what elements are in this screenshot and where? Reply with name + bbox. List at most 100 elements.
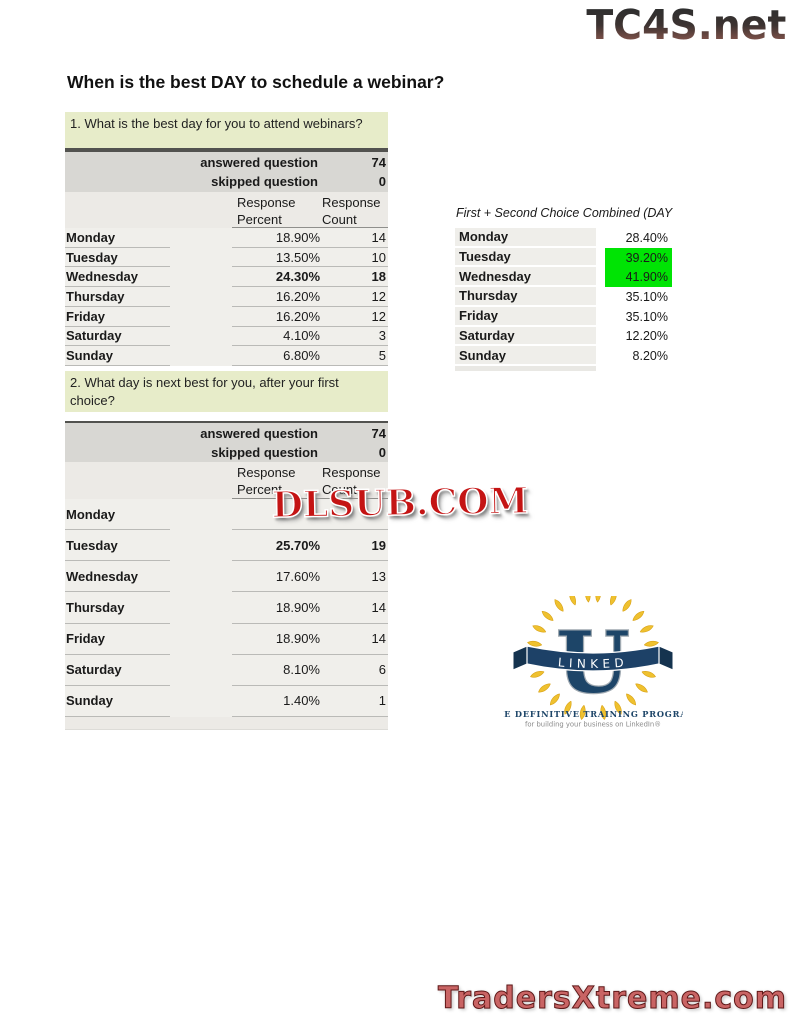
day-label: Sunday	[455, 346, 596, 366]
count-value: 12	[371, 288, 386, 304]
table-row: Monday	[65, 499, 388, 531]
header-line: Percent	[237, 212, 282, 227]
skipped-value: 0	[378, 174, 386, 189]
day-label: Tuesday	[455, 247, 596, 268]
day-label: Monday	[65, 499, 170, 531]
skipped-row: skipped question 0	[65, 172, 388, 191]
percent-value: 8.10%	[283, 662, 320, 678]
percent-value-highlighted: 41.90%	[605, 267, 672, 288]
column-gap	[596, 346, 605, 366]
percent-value: 24.30%	[275, 269, 320, 285]
answered-value: 74	[371, 426, 386, 441]
table2-footer-strip	[65, 717, 388, 730]
day-label: Sunday	[65, 346, 170, 366]
svg-text:LINKED: LINKED	[557, 655, 628, 671]
percent-value: 16.20%	[275, 288, 320, 304]
table-row: Thursday 16.20% 12	[65, 287, 388, 307]
response-percent-header: Response Percent	[237, 464, 322, 499]
linked-u-logo: U U LINKED THE DEFINITIVE TRAINING PROGR…	[503, 596, 683, 729]
table-row: Friday 16.20% 12	[65, 306, 388, 327]
count-value: 3	[378, 328, 386, 344]
day-label: Saturday	[455, 326, 596, 347]
table-row: Monday 18.90% 14	[65, 228, 388, 248]
question1-banner: 1. What is the best day for you to atten…	[65, 112, 388, 150]
table-row: Thursday 18.90% 14	[65, 592, 388, 624]
day-label: Friday	[65, 307, 170, 327]
table-row: Tuesday 13.50% 10	[65, 247, 388, 268]
day-label: Monday	[455, 228, 596, 248]
percent-value: 25.70%	[275, 537, 320, 553]
header-line: Response	[237, 195, 296, 210]
percent-value: 6.80%	[283, 348, 320, 364]
dlsub-watermark: DLSUB.COM	[271, 479, 530, 527]
percent-value: 13.50%	[275, 249, 320, 265]
percent-value: 1.40%	[283, 693, 320, 709]
table-row: Tuesday 39.20%	[455, 247, 672, 268]
day-label: Friday	[455, 306, 596, 327]
header-line: Count	[322, 482, 357, 497]
response-percent-header: Response Percent	[237, 194, 322, 228]
answered-row: answered question 74	[65, 153, 388, 172]
column-gap	[596, 307, 605, 327]
question2-table: Monday Tuesday 25.70% 19 Wednesday 17.60%…	[65, 499, 388, 717]
percent-value: 35.10%	[625, 309, 668, 324]
count-value: 14	[371, 599, 386, 615]
table-row: Saturday 12.20%	[455, 326, 672, 347]
answered-value: 74	[371, 155, 386, 170]
day-label: Tuesday	[65, 530, 170, 562]
table-row: Sunday 6.80% 5	[65, 346, 388, 366]
table-row: Wednesday 17.60% 13	[65, 561, 388, 593]
answered-row: answered question 74	[65, 424, 388, 443]
day-label: Thursday	[65, 287, 170, 307]
table-row: Monday 28.40%	[455, 228, 672, 248]
column-gap	[596, 228, 605, 248]
percent-value: 28.40%	[625, 230, 668, 245]
logo-banner-text: LINKED	[557, 655, 624, 671]
table-row: Sunday 1.40% 1	[65, 685, 388, 717]
combined-table-title: First + Second Choice Combined (DAY	[456, 206, 673, 220]
day-label: Monday	[65, 228, 170, 248]
count-value: 14	[371, 631, 386, 647]
count-value: 14	[371, 229, 386, 245]
day-label: Wednesday	[455, 267, 596, 288]
answered-label: answered question	[200, 426, 318, 441]
logo-tagline: THE DEFINITIVE TRAINING PROGRAM	[503, 709, 683, 719]
header-line: Response	[237, 465, 296, 480]
count-value: 19	[371, 537, 386, 553]
header-spacer	[65, 194, 237, 228]
day-label: Saturday	[65, 327, 170, 347]
table-row: Friday 18.90% 14	[65, 623, 388, 655]
column-gap	[596, 287, 605, 307]
header-line: Response	[322, 195, 381, 210]
percent-value: 35.10%	[625, 289, 668, 304]
day-label: Friday	[65, 624, 170, 655]
day-label: Sunday	[65, 686, 170, 717]
count-value: 1	[378, 693, 386, 709]
percent-value: 16.20%	[275, 308, 320, 324]
day-label: Tuesday	[65, 248, 170, 268]
tc4s-watermark: TC4S.net	[586, 1, 786, 49]
table-row: Tuesday 25.70% 19	[65, 530, 388, 562]
skipped-label: skipped question	[211, 174, 318, 189]
day-label: Wednesday	[65, 267, 170, 288]
question2-banner: 2. What day is next best for you, after …	[65, 371, 388, 412]
header-line: Percent	[237, 482, 282, 497]
response-count-header: Response Count	[322, 194, 388, 228]
count-value: 12	[371, 308, 386, 324]
column-gap	[596, 327, 605, 347]
skipped-value: 0	[378, 445, 386, 460]
question1-column-headers: Response Percent Response Count	[65, 192, 388, 228]
response-count-header: Response Count	[322, 464, 388, 499]
count-value: 13	[371, 568, 386, 584]
table-row: Sunday 8.20%	[455, 346, 672, 366]
percent-value: 18.90%	[275, 229, 320, 245]
count-value: 6	[378, 662, 386, 678]
table-row: Saturday 4.10% 3	[65, 326, 388, 347]
column-gap	[596, 248, 605, 268]
table-row: Wednesday 41.90%	[455, 267, 672, 288]
day-label: Thursday	[455, 287, 596, 307]
day-label: Saturday	[65, 655, 170, 686]
table-row: Thursday 35.10%	[455, 287, 672, 307]
header-spacer	[65, 464, 237, 499]
header-line: Response	[322, 465, 381, 480]
